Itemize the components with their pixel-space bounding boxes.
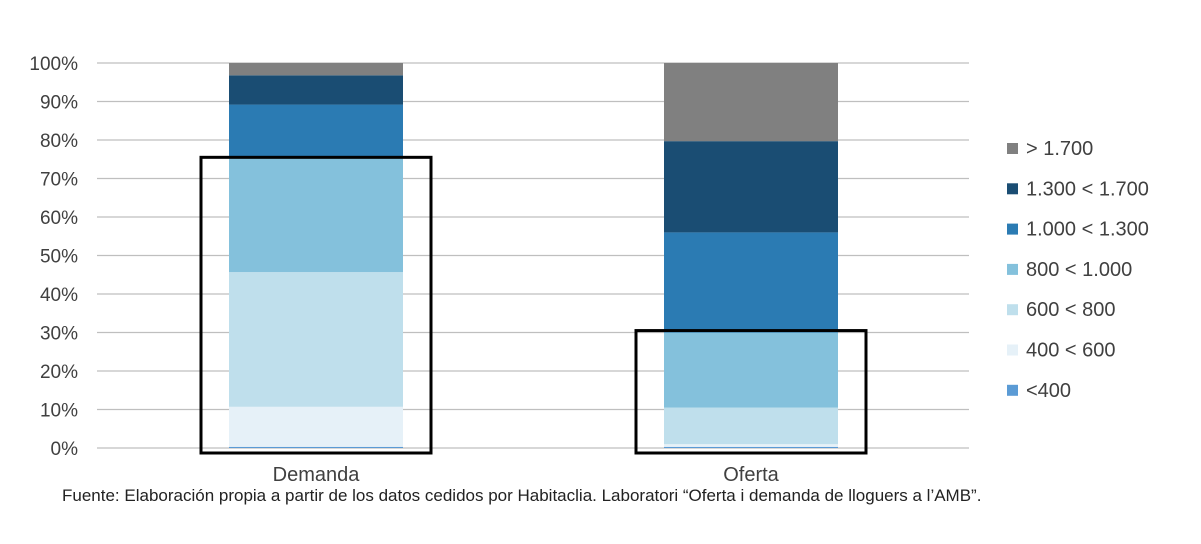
bar-segment bbox=[229, 272, 403, 407]
legend-swatch bbox=[1007, 344, 1018, 356]
legend-swatch bbox=[1007, 223, 1018, 235]
bar-segment bbox=[664, 232, 838, 333]
y-tick-label: 40% bbox=[40, 285, 78, 306]
y-tick-label: 100% bbox=[29, 54, 78, 75]
y-tick-label: 50% bbox=[40, 247, 78, 268]
y-tick-label: 20% bbox=[40, 362, 78, 383]
bar-segment bbox=[664, 332, 838, 408]
highlight-box bbox=[634, 329, 868, 455]
bar-segment bbox=[229, 75, 403, 105]
legend-swatch bbox=[1007, 304, 1018, 316]
x-tick-label: Oferta bbox=[723, 464, 779, 486]
legend-swatch bbox=[1007, 263, 1018, 275]
legend-label: 1.000 < 1.300 bbox=[1026, 219, 1149, 241]
highlight-box bbox=[199, 155, 433, 455]
y-tick-label: 70% bbox=[40, 170, 78, 191]
legend-label: 800 < 1.000 bbox=[1026, 259, 1132, 281]
y-tick-label: 10% bbox=[40, 401, 78, 422]
legend: > 1.700 1.300 < 1.700 1.000 < 1.300 800 < 1… bbox=[1007, 138, 1149, 402]
bar-segment bbox=[664, 141, 838, 233]
bar-segment bbox=[229, 104, 403, 158]
y-tick-label: 30% bbox=[40, 324, 78, 345]
legend-label: <400 bbox=[1026, 380, 1071, 402]
legend-swatch bbox=[1007, 183, 1018, 195]
x-tick-label: Demanda bbox=[273, 464, 361, 486]
bar-segment bbox=[229, 157, 403, 273]
bar-segment bbox=[229, 63, 403, 76]
bars bbox=[229, 63, 838, 448]
y-tick-label: 0% bbox=[51, 439, 79, 460]
y-tick-label: 60% bbox=[40, 208, 78, 229]
source-note: Fuente: Elaboración propia a partir de l… bbox=[62, 486, 982, 505]
y-tick-label: 90% bbox=[40, 93, 78, 114]
legend-swatch bbox=[1007, 384, 1018, 396]
highlight-boxes bbox=[199, 155, 868, 455]
bar-segment bbox=[664, 63, 838, 142]
y-tick-label: 80% bbox=[40, 131, 78, 152]
bar-segment bbox=[664, 407, 838, 445]
legend-label: 400 < 600 bbox=[1026, 340, 1116, 362]
bar-segment bbox=[664, 444, 838, 447]
legend-label: 600 < 800 bbox=[1026, 299, 1116, 321]
gridlines bbox=[97, 62, 969, 449]
x-axis: Demanda Oferta bbox=[273, 464, 780, 486]
bar-segment bbox=[229, 406, 403, 447]
bar-segment bbox=[664, 446, 838, 448]
bar-segment bbox=[229, 446, 403, 448]
legend-swatch bbox=[1007, 143, 1018, 154]
legend-label: > 1.700 bbox=[1026, 138, 1093, 160]
y-axis: 0% 10% 20% 30% 40% 50% 60% 70% 80% 90% 100% bbox=[29, 54, 78, 460]
legend-label: 1.300 < 1.700 bbox=[1026, 178, 1149, 200]
